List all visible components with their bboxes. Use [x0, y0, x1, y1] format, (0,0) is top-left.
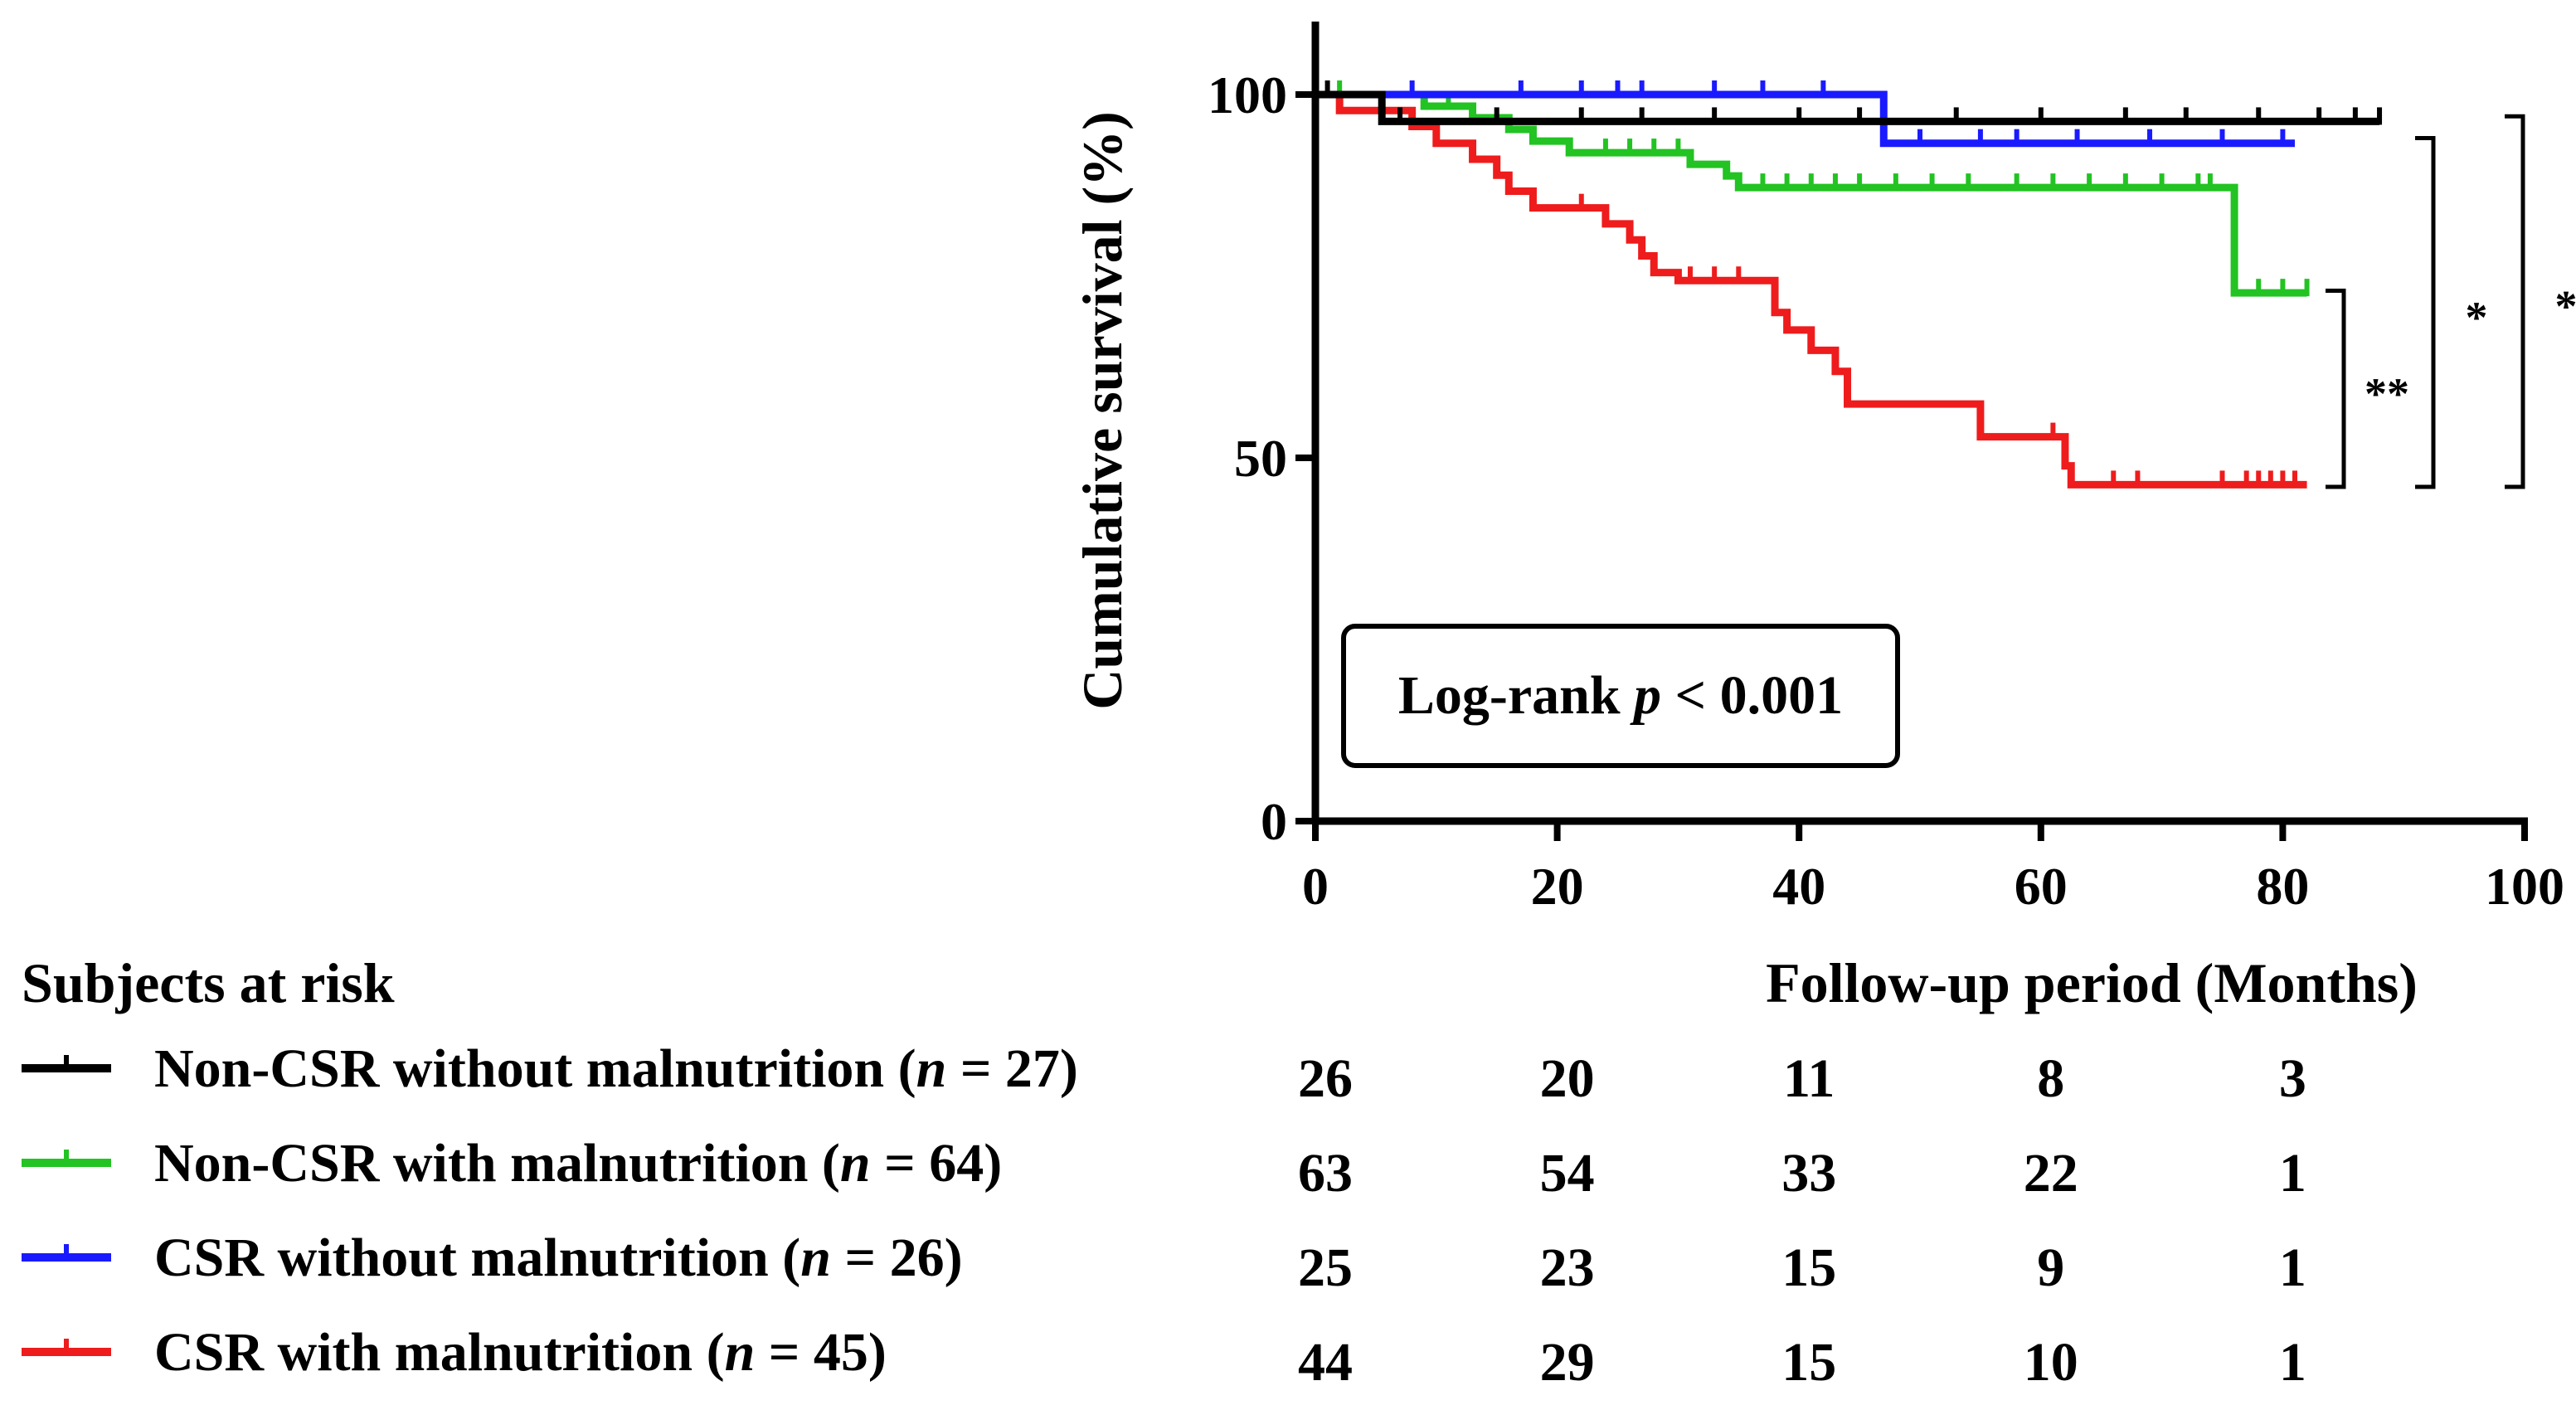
significance-bracket [2505, 114, 2525, 489]
risk-count: 26 [1298, 1048, 1353, 1109]
x-axis-title: Follow-up period (Months) [1766, 951, 2418, 1014]
x-tick-label: 60 [2015, 857, 2068, 916]
y-tick-label: 100 [1208, 66, 1287, 124]
significance-label: ** [2365, 369, 2409, 419]
legend-label: CSR with malnutrition (n = 45) [154, 1322, 887, 1383]
risk-count: 11 [1783, 1048, 1835, 1109]
x-tick-label: 20 [1531, 857, 1584, 916]
axes-layer: 0 50 100 0 20 40 60 80 100 [1208, 22, 2564, 916]
y-axis-title: Cumulative survival (%) [1071, 111, 1134, 710]
risk-count: 1 [2279, 1143, 2306, 1203]
legend-label: Non-CSR without malnutrition (n = 27) [154, 1038, 1078, 1099]
risk-count: 20 [1540, 1048, 1595, 1109]
x-tick-label: 80 [2256, 857, 2309, 916]
risk-count: 3 [2279, 1048, 2306, 1109]
x-tick-label: 0 [1302, 857, 1329, 916]
risk-count: 10 [2024, 1332, 2078, 1393]
risk-count: 15 [1781, 1332, 1836, 1393]
significance-label: * [2466, 293, 2488, 343]
survival-curve [1315, 90, 2307, 489]
risk-count: 9 [2037, 1237, 2064, 1298]
significance-bracket [2326, 289, 2346, 489]
annotation-box [1341, 624, 1900, 768]
risk-count: 22 [2024, 1143, 2078, 1203]
risk-count: 1 [2279, 1237, 2306, 1298]
risk-count: 1 [2279, 1332, 2306, 1393]
significance-bracket [2415, 136, 2436, 489]
risk-count: 63 [1298, 1143, 1353, 1203]
risk-count: 15 [1781, 1237, 1836, 1298]
survival-curve [1315, 90, 2307, 297]
y-tick-label: 50 [1234, 429, 1287, 488]
legend-label: Non-CSR with malnutrition (n = 64) [154, 1133, 1002, 1194]
x-tick-label: 100 [2485, 857, 2564, 916]
risk-count: 23 [1540, 1237, 1595, 1298]
legend-label: CSR without malnutrition (n = 26) [154, 1228, 963, 1288]
risk-table: Non-CSR without malnutrition (n = 27) 26 2… [22, 1038, 2306, 1393]
risk-count: 29 [1540, 1332, 1595, 1393]
survival-curve [1315, 90, 2380, 125]
significance-label: * [2555, 282, 2576, 332]
risk-count: 8 [2037, 1048, 2064, 1109]
risk-count: 25 [1298, 1237, 1353, 1298]
series-layer: *** * [1315, 80, 2576, 489]
risk-count: 44 [1298, 1332, 1353, 1393]
risk-table-title: Subjects at risk [22, 951, 395, 1014]
risk-count: 33 [1781, 1143, 1836, 1203]
y-tick-label: 0 [1261, 792, 1287, 851]
x-tick-label: 40 [1772, 857, 1825, 916]
log-rank-annotation: Log-rank p < 0.001 [1398, 665, 1843, 726]
risk-count: 54 [1540, 1143, 1595, 1203]
